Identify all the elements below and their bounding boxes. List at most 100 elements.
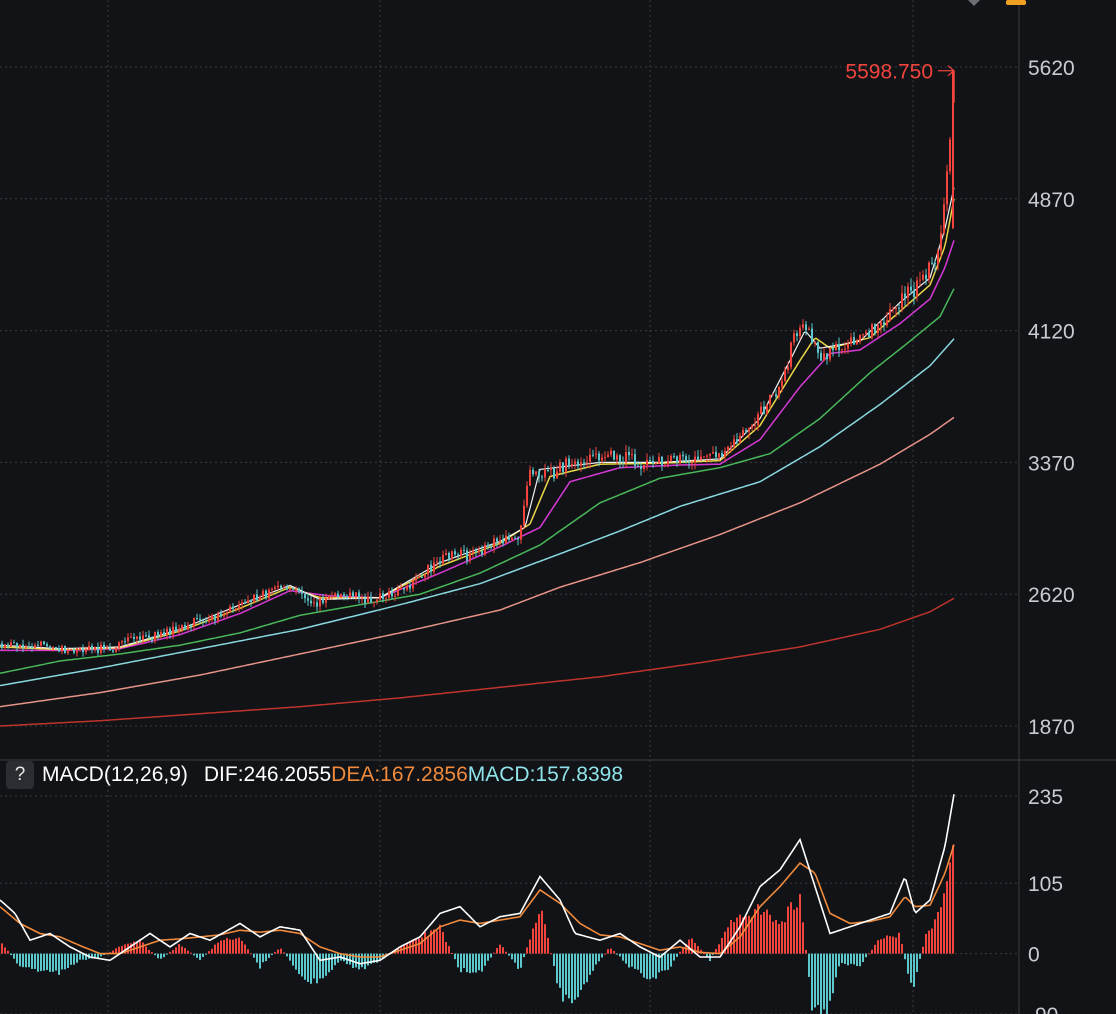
- candle-body: [121, 641, 123, 643]
- indicator-name[interactable]: MACD(12,26,9): [42, 763, 188, 786]
- candle-body: [550, 467, 552, 470]
- macd-bar: [187, 950, 189, 954]
- candle-body: [313, 602, 315, 604]
- candle-body: [280, 585, 282, 589]
- macd-bar: [511, 953, 513, 960]
- candle-body: [7, 644, 9, 647]
- line-ma60: [0, 288, 955, 675]
- macd-bar: [472, 953, 474, 973]
- macd-bar: [808, 953, 810, 977]
- macd-bar: [154, 953, 156, 956]
- candle-body: [172, 626, 174, 635]
- candle-body: [916, 280, 918, 297]
- candle-body: [646, 460, 648, 465]
- candle-body: [175, 626, 177, 632]
- macd-bar: [448, 946, 450, 954]
- candle-body: [745, 430, 747, 432]
- candle-body: [73, 649, 75, 653]
- candle-body: [184, 624, 186, 630]
- candle-body: [151, 638, 153, 641]
- candle-body: [109, 647, 111, 651]
- candle-body: [724, 450, 726, 457]
- macd-bar: [568, 953, 570, 999]
- candle-body: [547, 469, 549, 471]
- candle-body: [862, 334, 864, 336]
- candle-body: [931, 262, 933, 264]
- top-controls[interactable]: [968, 0, 1026, 6]
- macd-bar: [715, 948, 717, 954]
- price-tick-label: 1870: [1028, 716, 1075, 739]
- macd-bar: [91, 953, 93, 959]
- macd-bar: [223, 939, 225, 954]
- macd-bar: [580, 953, 582, 990]
- candle-body: [82, 648, 84, 653]
- macd-bar: [373, 953, 375, 963]
- candle-body: [310, 600, 312, 604]
- dif-value: DIF:246.2055: [203, 763, 332, 786]
- macd-bar: [532, 928, 534, 954]
- macd-bar: [868, 953, 870, 955]
- macd-bar: [355, 953, 357, 968]
- candle-body: [874, 324, 876, 333]
- candle-body: [625, 452, 627, 463]
- candle-body: [214, 615, 216, 621]
- candle-body: [832, 348, 834, 351]
- candle-body: [199, 618, 201, 620]
- candlestick-series: [1, 70, 954, 657]
- macd-bar: [19, 953, 21, 967]
- candle-body: [100, 644, 102, 653]
- macd-bar: [562, 953, 564, 1002]
- macd-bar: [637, 953, 639, 970]
- dropdown-caret-icon[interactable]: [968, 0, 980, 6]
- macd-bar: [526, 947, 528, 954]
- candle-body: [736, 439, 738, 442]
- candle-body: [856, 341, 858, 345]
- macd-bar: [550, 953, 552, 955]
- macd-bar: [433, 929, 435, 954]
- macd-value: MACD:157.8398: [467, 763, 624, 786]
- macd-bar: [244, 944, 246, 954]
- candle-body: [514, 537, 516, 539]
- candle-body: [439, 561, 441, 564]
- macd-bar: [130, 943, 132, 954]
- macd-bar: [235, 938, 237, 954]
- macd-bar: [811, 953, 813, 1011]
- candle-body: [289, 587, 291, 590]
- tool-toggle-icon[interactable]: [1006, 0, 1026, 5]
- candle-body: [496, 538, 498, 542]
- macd-bar: [670, 953, 672, 967]
- candle-body: [91, 645, 93, 650]
- macd-bar: [283, 952, 285, 954]
- macd-bar: [22, 953, 24, 968]
- candle-body: [463, 549, 465, 551]
- price-tick-label: 4870: [1028, 189, 1075, 212]
- candle-body: [511, 537, 513, 540]
- macd-bar: [628, 953, 630, 968]
- candle-body: [19, 644, 21, 647]
- candle-body: [334, 593, 336, 597]
- candle-body: [796, 333, 798, 337]
- macd-bar: [268, 953, 270, 958]
- candle-body: [469, 553, 471, 561]
- macd-bar: [901, 944, 903, 954]
- macd-bar: [718, 944, 720, 954]
- candle-body: [688, 461, 690, 464]
- candle-body: [517, 538, 519, 540]
- macd-bar: [766, 909, 768, 954]
- candle-body: [523, 505, 525, 526]
- candle-body: [802, 324, 804, 328]
- candle-body: [631, 454, 633, 456]
- macd-bar: [256, 953, 258, 963]
- macd-bar: [325, 953, 327, 976]
- macd-bar: [334, 953, 336, 966]
- macd-bar: [589, 953, 591, 975]
- candle-body: [31, 646, 33, 648]
- help-button[interactable]: ?: [6, 761, 34, 789]
- candle-body: [592, 454, 594, 456]
- candle-body: [493, 538, 495, 548]
- macd-bar: [499, 944, 501, 954]
- macd-bar: [298, 953, 300, 975]
- candle-body: [925, 274, 927, 280]
- macd-bar: [310, 953, 312, 984]
